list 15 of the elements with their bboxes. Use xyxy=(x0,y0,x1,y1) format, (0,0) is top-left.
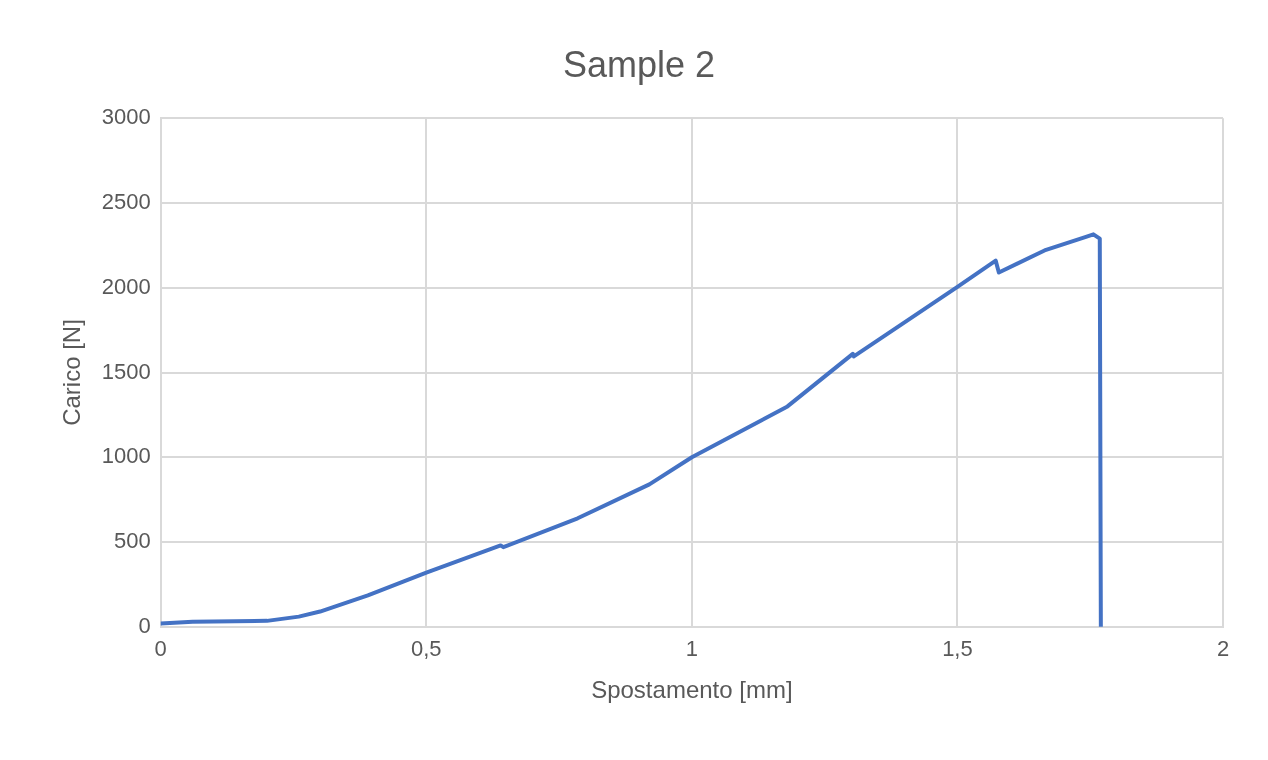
x-tick-label: 1,5 xyxy=(942,636,973,662)
y-tick-label: 1500 xyxy=(101,358,151,384)
x-tick-label: 2 xyxy=(1216,636,1230,662)
y-tick-label: 0 xyxy=(138,612,151,638)
y-tick-label: 3000 xyxy=(101,104,151,130)
x-axis-title: Spostamento [mm] xyxy=(591,676,793,704)
x-tick-label: 0,5 xyxy=(411,636,442,662)
y-axis-title: Carico [N] xyxy=(58,319,86,426)
y-tick-label: 1000 xyxy=(101,443,151,469)
chart-title: Sample 2 xyxy=(562,43,716,85)
x-tick-label: 0 xyxy=(154,636,167,662)
y-tick-label: 500 xyxy=(114,528,151,554)
y-tick-label: 2000 xyxy=(101,273,151,299)
y-tick-label: 2500 xyxy=(101,189,151,215)
x-tick-label: 1 xyxy=(685,636,698,662)
